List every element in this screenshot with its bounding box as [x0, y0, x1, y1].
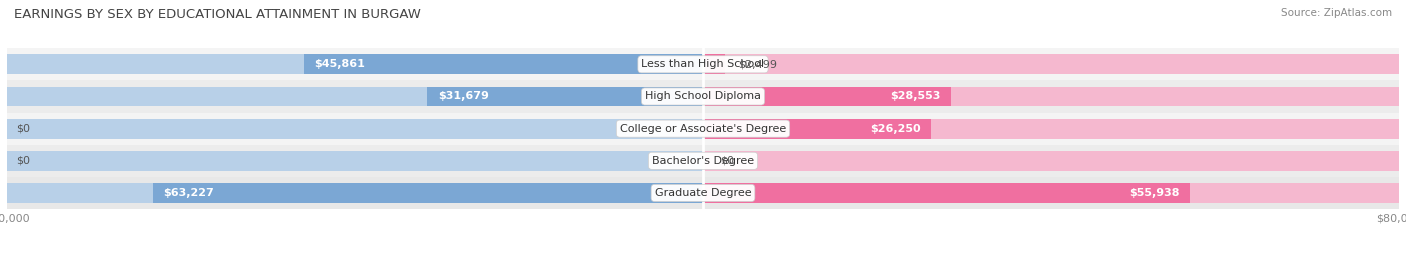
Text: Source: ZipAtlas.com: Source: ZipAtlas.com — [1281, 8, 1392, 18]
Bar — [703, 87, 1399, 106]
Text: College or Associate's Degree: College or Associate's Degree — [620, 124, 786, 134]
Bar — [304, 54, 703, 74]
Bar — [703, 119, 1399, 139]
Text: $2,499: $2,499 — [738, 59, 776, 69]
Text: $0: $0 — [720, 156, 734, 166]
Text: Less than High School: Less than High School — [641, 59, 765, 69]
Bar — [703, 87, 952, 106]
Text: $45,861: $45,861 — [315, 59, 366, 69]
Text: $55,938: $55,938 — [1129, 188, 1180, 198]
Bar — [7, 145, 1399, 177]
Text: $26,250: $26,250 — [870, 124, 921, 134]
Bar — [703, 183, 1189, 203]
Bar — [7, 177, 1399, 209]
Bar — [7, 80, 1399, 113]
Bar — [7, 87, 703, 106]
Bar — [703, 119, 931, 139]
Bar — [703, 151, 1399, 171]
Bar — [703, 54, 724, 74]
Bar — [703, 54, 1399, 74]
Bar — [7, 54, 703, 74]
Text: $0: $0 — [15, 156, 30, 166]
Bar — [7, 48, 1399, 80]
Bar — [703, 183, 1399, 203]
Text: Graduate Degree: Graduate Degree — [655, 188, 751, 198]
Text: High School Diploma: High School Diploma — [645, 91, 761, 102]
Text: EARNINGS BY SEX BY EDUCATIONAL ATTAINMENT IN BURGAW: EARNINGS BY SEX BY EDUCATIONAL ATTAINMEN… — [14, 8, 420, 21]
Bar — [153, 183, 703, 203]
Text: $31,679: $31,679 — [437, 91, 489, 102]
Text: $0: $0 — [15, 124, 30, 134]
Bar — [7, 119, 703, 139]
Bar — [7, 183, 703, 203]
Text: $28,553: $28,553 — [890, 91, 941, 102]
Bar — [427, 87, 703, 106]
Bar — [7, 151, 703, 171]
Bar — [7, 113, 1399, 145]
Text: $63,227: $63,227 — [163, 188, 214, 198]
Text: Bachelor's Degree: Bachelor's Degree — [652, 156, 754, 166]
